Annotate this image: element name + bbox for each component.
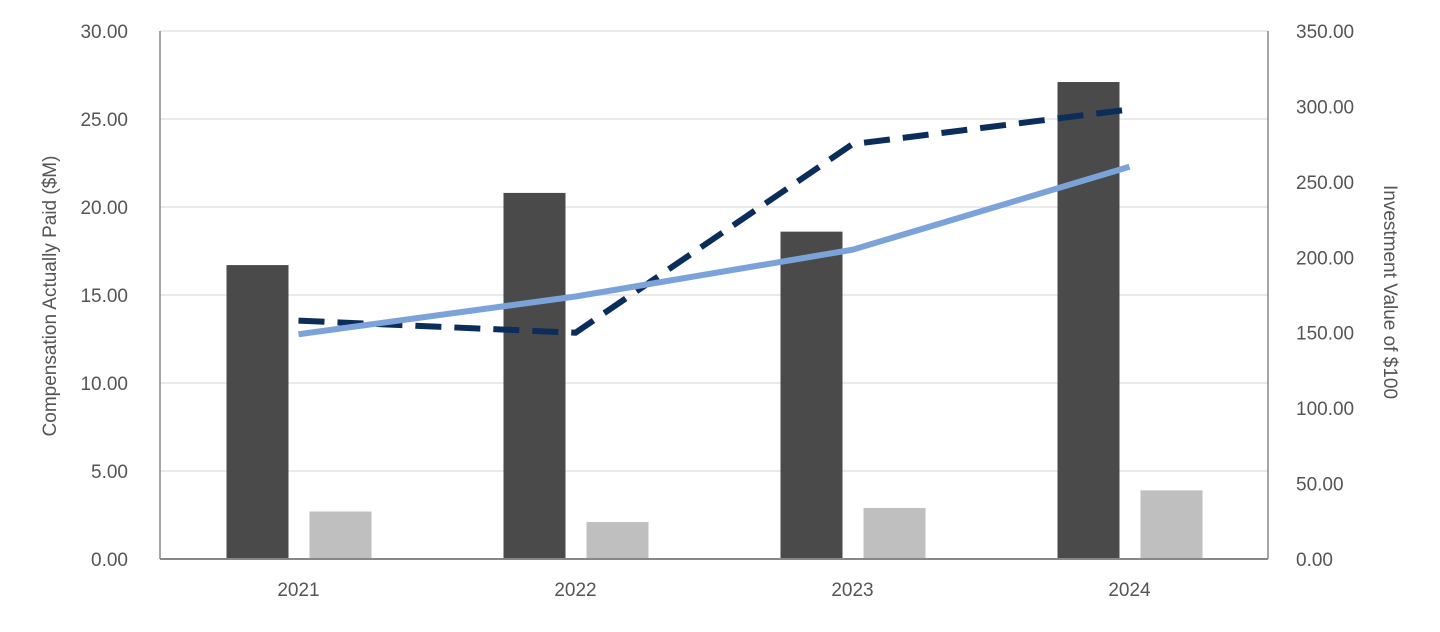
y-tick-label: 5.00	[91, 462, 128, 483]
x-tick-label: 2024	[1108, 580, 1151, 601]
x-tick-label: 2023	[831, 580, 873, 601]
bar	[586, 522, 649, 559]
x-tick-label: 2021	[277, 580, 319, 601]
lines	[298, 106, 1131, 338]
bar	[226, 265, 289, 559]
bar	[309, 511, 372, 559]
y2-tick-label: 150.00	[1296, 324, 1354, 345]
y2-tick-label: 200.00	[1296, 248, 1354, 269]
bar	[1057, 82, 1120, 559]
y2-tick-label: 50.00	[1296, 475, 1344, 496]
y-tick-label: 10.00	[80, 374, 128, 395]
y-tick-label: 20.00	[80, 198, 128, 219]
bar	[503, 192, 566, 560]
y2-tick-label: 250.00	[1296, 173, 1354, 194]
x-tick-label: 2022	[554, 580, 596, 601]
y-axis-title: Compensation Actually Paid ($M)	[40, 156, 61, 437]
y-tick-label: 25.00	[80, 110, 128, 131]
series-line	[298, 106, 1130, 336]
y2-tick-label: 0.00	[1296, 550, 1333, 571]
y2-tick-label: 300.00	[1296, 97, 1354, 118]
y-tick-label: 15.00	[80, 286, 128, 307]
bar	[863, 507, 926, 559]
y2-tick-label: 350.00	[1296, 22, 1354, 43]
y-tick-label: 30.00	[80, 22, 128, 43]
bar	[1140, 490, 1203, 559]
series-line	[298, 163, 1131, 338]
y2-axis-title: Investment Value of $100	[1379, 185, 1400, 399]
axes	[159, 31, 1269, 560]
tick-labels: 0.00 5.00 10.00 15.00 20.00 25.00 30.00 0.00 50.…	[80, 22, 1354, 601]
y-tick-label: 0.00	[91, 550, 128, 571]
bars	[226, 82, 1203, 560]
y2-tick-label: 100.00	[1296, 399, 1354, 420]
bar	[780, 231, 843, 559]
